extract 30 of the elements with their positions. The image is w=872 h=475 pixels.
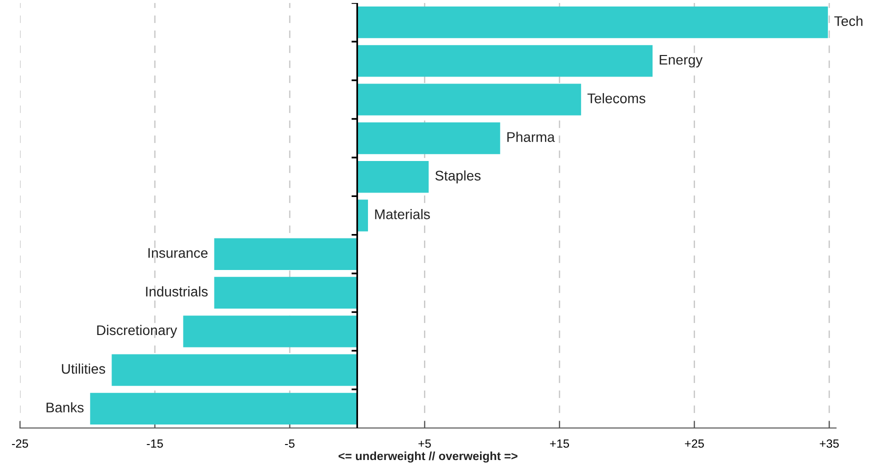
y-tick-label: Discretionary (97, 324, 178, 338)
bar (214, 238, 358, 270)
y-tick-label: Telecoms (587, 93, 646, 104)
bar (90, 392, 358, 425)
y-tick-label: Pharma (507, 132, 555, 142)
x-tick-label: -25 (12, 439, 28, 448)
x-tick-label: -5 (285, 440, 295, 448)
x-tick-label: +35 (820, 439, 839, 448)
y-tick-label: Staples (435, 170, 481, 184)
bar (357, 122, 500, 154)
x-tick-label: +25 (684, 439, 704, 448)
bar (357, 200, 368, 232)
y-tick-label: Energy (660, 54, 703, 68)
y-tick-label: Utilities (62, 364, 106, 374)
y-tick-label: Insurance (148, 248, 208, 258)
x-tick-label: +5 (418, 440, 431, 448)
bar (183, 316, 358, 348)
x-axis-title: <= underweight // overweight => (338, 452, 518, 463)
bar (357, 161, 429, 193)
y-tick-label: Materials (375, 209, 430, 220)
y-tick-label: Banks (46, 402, 84, 412)
bar (112, 354, 358, 386)
bar (214, 276, 358, 309)
y-tick-label: Tech (834, 16, 862, 26)
x-tick-label: -15 (146, 440, 163, 448)
y-tick-label: Industrials (146, 286, 208, 296)
bar (357, 6, 828, 38)
bar (357, 84, 582, 116)
x-tick-label: +15 (550, 440, 570, 448)
bar (357, 45, 653, 77)
